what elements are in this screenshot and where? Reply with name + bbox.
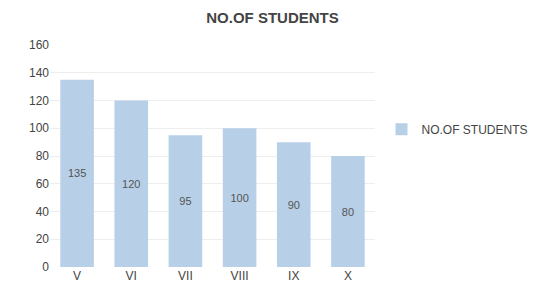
svg-text:X: X [344,269,352,283]
svg-text:135: 135 [68,167,86,179]
svg-text:40: 40 [36,205,50,219]
svg-text:VI: VI [126,269,137,283]
svg-text:100: 100 [230,192,248,204]
svg-text:120: 120 [122,178,140,190]
svg-text:VIII: VIII [231,269,249,283]
svg-text:95: 95 [179,195,191,207]
svg-text:160: 160 [29,38,49,52]
svg-text:0: 0 [42,260,49,274]
svg-text:90: 90 [288,199,300,211]
svg-text:140: 140 [29,66,49,80]
svg-text:V: V [73,269,81,283]
svg-text:120: 120 [29,94,49,108]
svg-text:60: 60 [36,177,50,191]
svg-text:100: 100 [29,121,49,135]
svg-text:20: 20 [36,232,50,246]
svg-text:VII: VII [178,269,193,283]
svg-text:NO.OF STUDENTS: NO.OF STUDENTS [206,9,339,26]
svg-text:IX: IX [288,269,299,283]
svg-text:80: 80 [36,149,50,163]
svg-text:80: 80 [342,206,354,218]
svg-text:NO.OF STUDENTS: NO.OF STUDENTS [422,123,528,137]
